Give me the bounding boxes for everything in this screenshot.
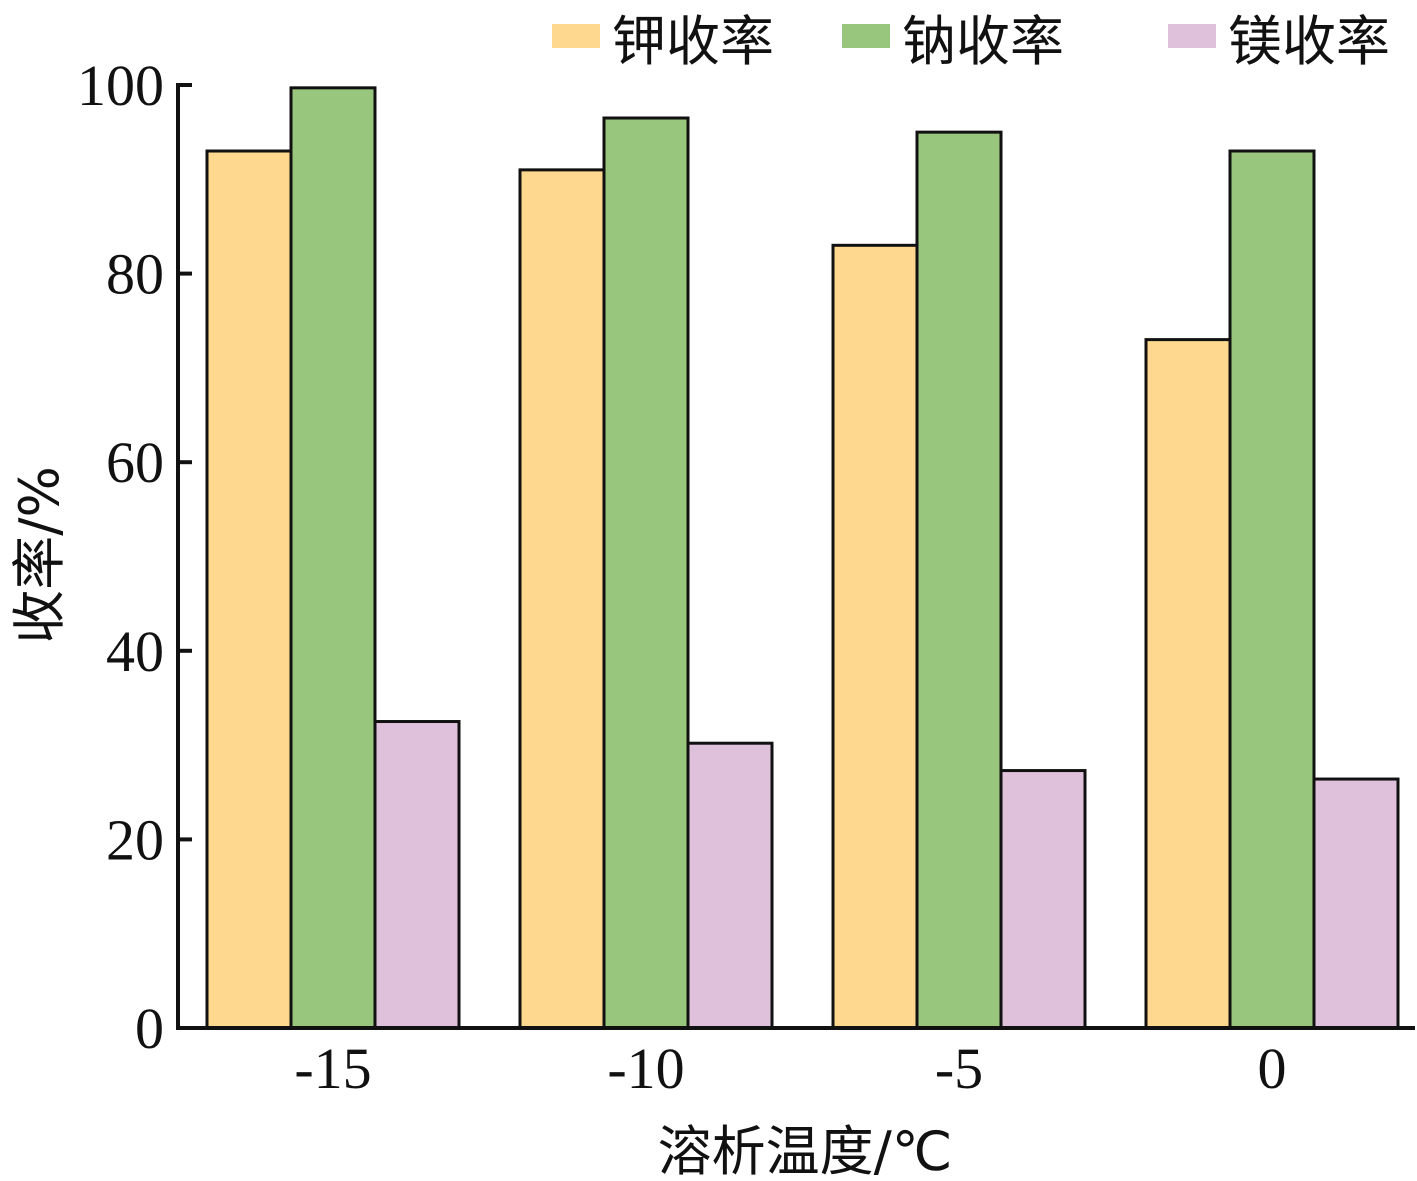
y-tick-label: 60 — [106, 430, 164, 495]
legend-label-3: 镁收率 — [1228, 10, 1390, 73]
x-tick-label: -10 — [607, 1036, 684, 1101]
bar-2-1 — [289, 86, 377, 1030]
x-axis-title: 溶析温度/℃ — [658, 1120, 953, 1181]
y-axis: 0 20 40 60 80 100 — [77, 53, 192, 1061]
bar-3-1 — [373, 720, 461, 1030]
legend-swatch-3 — [1168, 24, 1216, 48]
legend-label-1: 钾收率 — [612, 10, 774, 73]
legend-label-2: 钠收率 — [902, 10, 1064, 73]
bar-3-3 — [999, 769, 1087, 1030]
x-tick-label: -15 — [294, 1036, 371, 1101]
bar-1-1 — [205, 149, 293, 1030]
x-axis: -15 -10 -5 0 — [176, 1026, 1415, 1101]
bar-1-2 — [518, 168, 606, 1030]
bar-3-2 — [686, 741, 774, 1030]
legend: 钾收率 钠收率 镁收率 — [552, 10, 1390, 73]
y-tick-label: 40 — [106, 619, 164, 684]
bar-2-3 — [915, 130, 1003, 1030]
y-tick-label: 0 — [135, 996, 164, 1061]
x-tick-label: 0 — [1258, 1036, 1287, 1101]
y-tick-label: 100 — [77, 53, 164, 118]
y-tick-label: 20 — [106, 807, 164, 872]
bar-1-4 — [1144, 338, 1232, 1030]
bar-2-2 — [602, 116, 690, 1030]
legend-swatch-1 — [552, 24, 600, 48]
y-axis-title: 收率/% — [8, 466, 71, 644]
bar-3-4 — [1312, 777, 1400, 1030]
bars — [205, 86, 1400, 1030]
x-tick-label: -5 — [935, 1036, 983, 1101]
bar-1-3 — [831, 243, 919, 1030]
y-tick-label: 80 — [106, 242, 164, 307]
legend-swatch-2 — [842, 24, 890, 48]
bar-2-4 — [1228, 149, 1316, 1030]
